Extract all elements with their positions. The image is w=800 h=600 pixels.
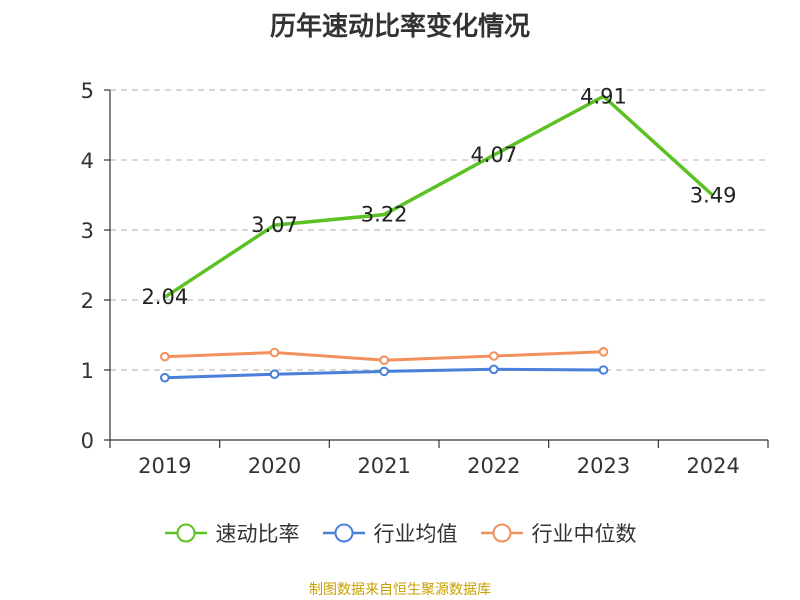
- axes: 0 1 2 3 4 5 2019 2020 2021 2022 2023 2024: [81, 79, 769, 478]
- legend-item[interactable]: 速动比率: [164, 518, 300, 548]
- data-point: [379, 355, 389, 366]
- data-label: 2.04: [141, 285, 188, 309]
- legend-swatch: [164, 523, 207, 543]
- x-tick-label: 2023: [577, 454, 630, 478]
- data-labels: 2.04 3.07 3.22 4.07 4.91 3.49: [141, 84, 736, 309]
- legend-item[interactable]: 行业均值: [322, 518, 458, 548]
- legend: 速动比率 行业均值 行业中位数: [0, 518, 800, 548]
- legend-swatch-marker: [492, 523, 511, 543]
- series: [160, 94, 715, 383]
- chart-title: 历年速动比率变化情况: [269, 12, 530, 42]
- y-tick-label: 1: [81, 359, 94, 383]
- legend-label: 行业中位数: [531, 522, 637, 546]
- y-tick-label: 2: [81, 289, 94, 313]
- legend-swatch-marker: [176, 523, 195, 543]
- source-note: 制图数据来自恒生聚源数据库: [309, 582, 491, 598]
- data-point: [379, 366, 389, 377]
- x-tick-label: 2019: [138, 454, 191, 478]
- data-point: [269, 369, 280, 380]
- y-tick-label: 0: [81, 429, 94, 453]
- legend-swatch: [480, 523, 523, 543]
- data-point: [160, 351, 170, 362]
- data-point: [598, 347, 609, 357]
- data-point: [160, 372, 170, 383]
- data-label: 3.49: [690, 184, 737, 208]
- series-line-0: [163, 94, 715, 299]
- x-tick-label: 2024: [686, 454, 739, 478]
- x-tick-label: 2022: [467, 454, 520, 478]
- y-tick-label: 4: [81, 149, 94, 173]
- data-point: [269, 347, 280, 358]
- data-label: 3.07: [251, 213, 298, 237]
- data-label: 4.07: [470, 143, 517, 167]
- data-point: [489, 364, 499, 375]
- grid-lines: [110, 89, 768, 371]
- data-label: 4.91: [580, 84, 627, 108]
- x-tick-label: 2020: [248, 454, 301, 478]
- legend-label: 行业均值: [373, 522, 458, 546]
- y-tick-label: 5: [81, 79, 94, 103]
- data-label: 3.22: [361, 203, 408, 227]
- y-tick-label: 3: [81, 219, 94, 243]
- data-point: [598, 365, 609, 375]
- legend-swatch: [322, 523, 365, 543]
- legend-item[interactable]: 行业中位数: [480, 518, 637, 548]
- x-tick-label: 2021: [357, 454, 410, 478]
- legend-swatch-marker: [334, 523, 353, 543]
- legend-label: 速动比率: [215, 522, 300, 546]
- data-point: [489, 351, 499, 361]
